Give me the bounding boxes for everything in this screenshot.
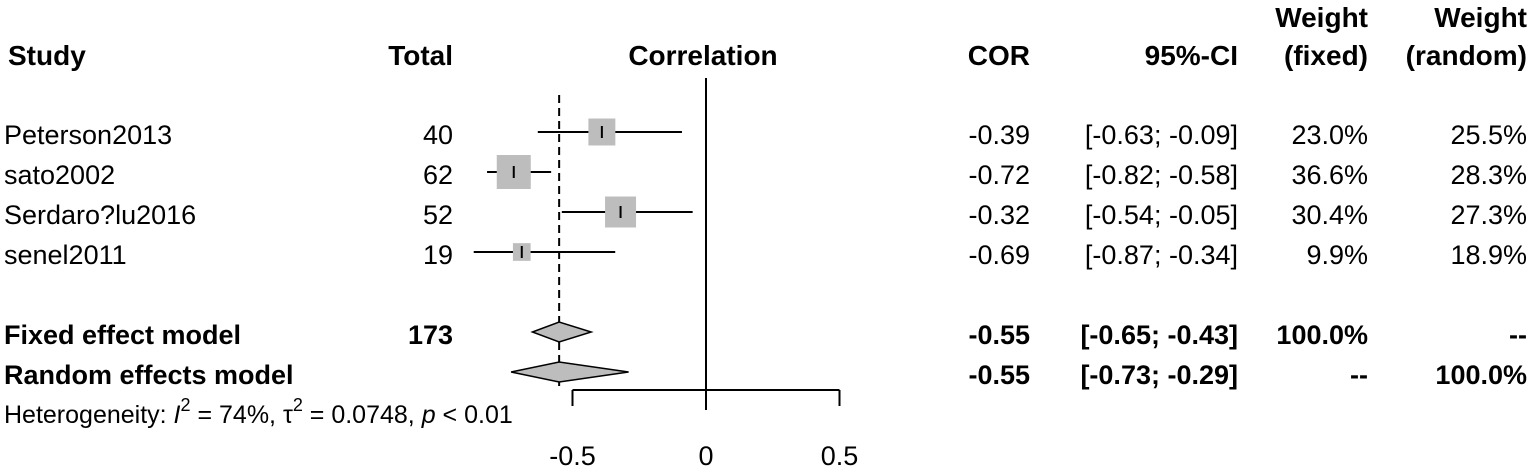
study-cor: -0.72 bbox=[968, 160, 1030, 190]
study-ci: [-0.82; -0.58] bbox=[1085, 160, 1238, 190]
heterogeneity-text: Heterogeneity: I2 = 74%, τ2 = 0.0748, p … bbox=[4, 395, 513, 429]
heterogeneity-i-sup: 2 bbox=[181, 395, 191, 415]
summary-weight-random: -- bbox=[1509, 320, 1527, 350]
study-weight-fixed: 30.4% bbox=[1291, 200, 1368, 230]
fixed-effect-diamond bbox=[530, 321, 594, 343]
study-ci: [-0.87; -0.34] bbox=[1085, 240, 1238, 270]
study-weight-random: 28.3% bbox=[1450, 160, 1527, 190]
heterogeneity-tau-symbol: τ bbox=[283, 401, 293, 429]
summary-cor: -0.55 bbox=[968, 360, 1030, 390]
summary-weight-random: 100.0% bbox=[1435, 360, 1527, 390]
x-tick-label: -0.5 bbox=[549, 441, 596, 470]
summary-row-random: Random effects model -0.55 [-0.73; -0.29… bbox=[4, 360, 1527, 390]
study-total: 40 bbox=[423, 120, 453, 150]
study-weight-fixed: 23.0% bbox=[1291, 120, 1368, 150]
plot-area: -0.5 0 0.5 bbox=[473, 78, 859, 470]
header-weight-random-line2: (random) bbox=[1406, 40, 1527, 71]
study-total: 19 bbox=[423, 240, 453, 270]
header-weight-fixed-line2: (fixed) bbox=[1284, 40, 1368, 71]
header-weight-fixed-line1: Weight bbox=[1275, 2, 1368, 33]
summary-weight-fixed: 100.0% bbox=[1276, 320, 1368, 350]
study-total: 52 bbox=[423, 200, 453, 230]
study-row: sato2002 62 -0.72 [-0.82; -0.58] 36.6% 2… bbox=[4, 160, 1527, 190]
summary-name: Fixed effect model bbox=[4, 320, 241, 350]
study-weight-random: 18.9% bbox=[1450, 240, 1527, 270]
summary-cor: -0.55 bbox=[968, 320, 1030, 350]
header-cor: COR bbox=[968, 40, 1030, 71]
study-name: Serdaro?lu2016 bbox=[4, 200, 196, 230]
study-cor: -0.32 bbox=[968, 200, 1030, 230]
study-ci: [-0.54; -0.05] bbox=[1085, 200, 1238, 230]
study-row: senel2011 19 -0.69 [-0.87; -0.34] 9.9% 1… bbox=[4, 240, 1527, 270]
heterogeneity-tau-value: = 0.0748, bbox=[303, 401, 422, 429]
study-weight-random: 27.3% bbox=[1450, 200, 1527, 230]
study-row: Serdaro?lu2016 52 -0.32 [-0.54; -0.05] 3… bbox=[4, 200, 1527, 230]
summary-ci: [-0.65; -0.43] bbox=[1080, 320, 1238, 350]
heterogeneity-i-value: = 74%, bbox=[191, 401, 283, 429]
summary-total: 173 bbox=[408, 320, 453, 350]
study-ci: [-0.63; -0.09] bbox=[1085, 120, 1238, 150]
study-name: sato2002 bbox=[4, 160, 115, 190]
heterogeneity-p-symbol: p bbox=[421, 401, 436, 429]
summary-weight-fixed: -- bbox=[1350, 360, 1368, 390]
study-cor: -0.39 bbox=[968, 120, 1030, 150]
study-cor: -0.69 bbox=[968, 240, 1030, 270]
study-name: senel2011 bbox=[4, 240, 127, 270]
header-ci: 95%-CI bbox=[1145, 40, 1238, 71]
header-study: Study bbox=[8, 40, 86, 71]
heterogeneity-prefix: Heterogeneity: bbox=[4, 401, 174, 429]
summary-row-fixed: Fixed effect model 173 -0.55 [-0.65; -0.… bbox=[4, 320, 1527, 350]
study-total: 62 bbox=[423, 160, 453, 190]
heterogeneity-p-value: < 0.01 bbox=[436, 401, 513, 429]
random-effects-diamond bbox=[510, 361, 629, 383]
heterogeneity-tau-sup: 2 bbox=[293, 395, 303, 415]
study-weight-random: 25.5% bbox=[1450, 120, 1527, 150]
x-tick-label: 0.5 bbox=[821, 441, 859, 470]
header-correlation: Correlation bbox=[628, 40, 777, 71]
summary-name: Random effects model bbox=[4, 360, 294, 390]
study-name: Peterson2013 bbox=[4, 120, 172, 150]
study-weight-fixed: 36.6% bbox=[1291, 160, 1368, 190]
study-weight-fixed: 9.9% bbox=[1306, 240, 1368, 270]
summary-ci: [-0.73; -0.29] bbox=[1080, 360, 1238, 390]
x-tick-label: 0 bbox=[698, 441, 713, 470]
header-total: Total bbox=[388, 40, 453, 71]
study-row: Peterson2013 40 -0.39 [-0.63; -0.09] 23.… bbox=[4, 120, 1527, 150]
heterogeneity-i-symbol: I bbox=[174, 401, 181, 429]
header-weight-random-line1: Weight bbox=[1434, 2, 1527, 33]
